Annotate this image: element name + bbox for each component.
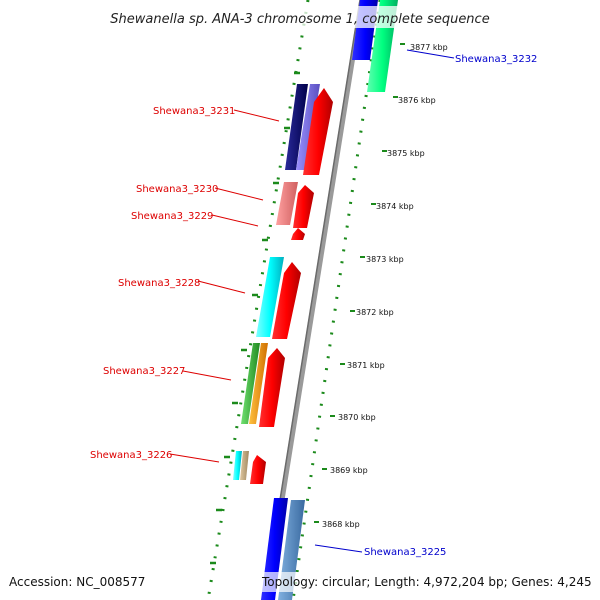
- gene-shewana3-3231-navy[interactable]: [285, 84, 308, 170]
- gene-shewana3-3228-red[interactable]: [272, 262, 301, 339]
- tick-label-3872: 3872 kbp: [356, 308, 394, 317]
- accession-backdrop: [4, 572, 152, 592]
- leader-shewana3-3230: [214, 187, 264, 201]
- tick-label-3871: 3871 kbp: [347, 361, 385, 370]
- gene-shewana3-3231-red[interactable]: [303, 88, 333, 175]
- gene-label-shewana3-3225[interactable]: Shewana3_3225: [364, 547, 446, 558]
- gene-shewana3-3230-pink[interactable]: [276, 182, 298, 225]
- tick-label-3869: 3869 kbp: [330, 466, 368, 475]
- tick-label-3873: 3873 kbp: [366, 255, 404, 264]
- tick-label-3876: 3876 kbp: [398, 96, 436, 105]
- accession-text: Accession: NC_008577: [9, 575, 145, 589]
- tick-label-3875: 3875 kbp: [387, 149, 425, 158]
- leader-shewana3-3228: [197, 280, 246, 294]
- gene-shewana3-3227-green[interactable]: [241, 343, 260, 424]
- tick-label-3868: 3868 kbp: [322, 520, 360, 529]
- gene-label-shewana3-3228[interactable]: Shewana3_3228: [118, 278, 200, 289]
- outer-dotted-ring: [291, 0, 382, 600]
- leader-shewana3-3226: [169, 453, 220, 463]
- gene-shewana3-3230-red[interactable]: [293, 185, 314, 228]
- gene-shewana3-3226-red[interactable]: [250, 455, 266, 484]
- topology-text: Topology: circular; Length: 4,972,204 bp…: [261, 575, 592, 589]
- tick-label-3870: 3870 kbp: [338, 413, 376, 422]
- gene-shewana3-3227-orange[interactable]: [249, 343, 268, 424]
- gene-label-shewana3-3226[interactable]: Shewana3_3226: [90, 450, 172, 461]
- leader-shewana3-3225: [314, 544, 363, 553]
- ruler-ticks: [314, 43, 405, 523]
- leader-shewana3-3227: [182, 370, 232, 381]
- minor-ticks: [210, 71, 300, 565]
- gene-shewana3-3228-cyan[interactable]: [256, 257, 284, 337]
- topology-backdrop: [257, 572, 596, 592]
- tick-label-3874: 3874 kbp: [376, 202, 414, 211]
- gene-shewana3-3226-cyan[interactable]: [233, 451, 242, 480]
- gene-shewana3-3226-tan[interactable]: [240, 451, 249, 480]
- tick-label-3877: 3877 kbp: [410, 43, 448, 52]
- gene-label-shewana3-3229[interactable]: Shewana3_3229: [131, 211, 213, 222]
- title-backdrop: [96, 6, 504, 28]
- gene-label-shewana3-3227[interactable]: Shewana3_3227: [103, 366, 185, 377]
- gene-label-shewana3-3230[interactable]: Shewana3_3230: [136, 184, 218, 195]
- leader-shewana3-3232: [406, 49, 455, 59]
- gene-shewana3-3229-red[interactable]: [291, 228, 305, 240]
- gene-shewana3-3227-red[interactable]: [259, 348, 285, 427]
- gene-label-shewana3-3232[interactable]: Shewana3_3232: [455, 54, 537, 65]
- gene-label-shewana3-3231[interactable]: Shewana3_3231: [153, 106, 235, 117]
- leader-shewana3-3229: [211, 214, 259, 227]
- map-title: Shewanella sp. ANA-3 chromosome 1, compl…: [110, 12, 489, 27]
- leader-shewana3-3231: [233, 109, 280, 122]
